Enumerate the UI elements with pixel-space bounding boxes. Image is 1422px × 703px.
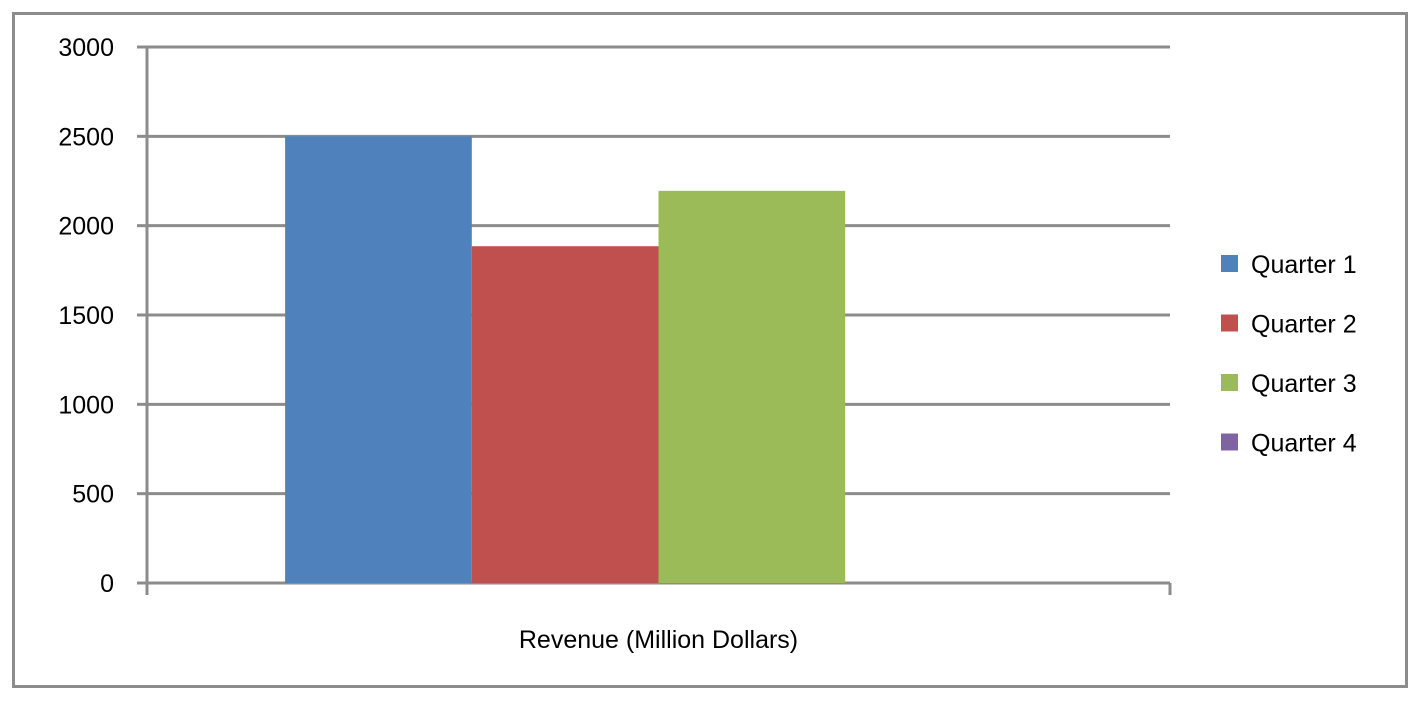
- legend: Quarter 1 Quarter 2 Quarter 3 Quarter 4: [1221, 251, 1357, 458]
- y-tick-label: 1500: [58, 302, 114, 330]
- y-tick-label: 1000: [58, 391, 114, 419]
- legend-swatch: [1221, 314, 1238, 332]
- bar-quarter-3: [658, 190, 846, 583]
- legend-label: Quarter 1: [1251, 251, 1357, 279]
- y-tick-label: 500: [72, 481, 114, 509]
- legend-label: Quarter 3: [1251, 370, 1357, 398]
- legend-label: Quarter 2: [1251, 311, 1357, 339]
- y-tick-label: 0: [100, 570, 114, 598]
- bar-quarter-1: [285, 136, 472, 584]
- y-tick-label: 2000: [58, 213, 114, 241]
- bar-quarter-2: [471, 246, 659, 584]
- y-tick-label: 3000: [58, 34, 114, 62]
- x-category-label: Revenue (Million Dollars): [519, 626, 798, 654]
- bars: [285, 136, 846, 584]
- legend-swatch: [1221, 433, 1238, 451]
- legend-label: Quarter 4: [1251, 430, 1357, 458]
- legend-swatch: [1221, 255, 1238, 272]
- x-tick-labels: Revenue (Million Dollars): [519, 626, 798, 654]
- y-axis: 0 500 1000 1500 2000 2500 3000: [58, 34, 149, 598]
- legend-swatch: [1221, 374, 1238, 391]
- y-tick-label: 2500: [58, 123, 114, 151]
- x-axis: [137, 581, 1172, 595]
